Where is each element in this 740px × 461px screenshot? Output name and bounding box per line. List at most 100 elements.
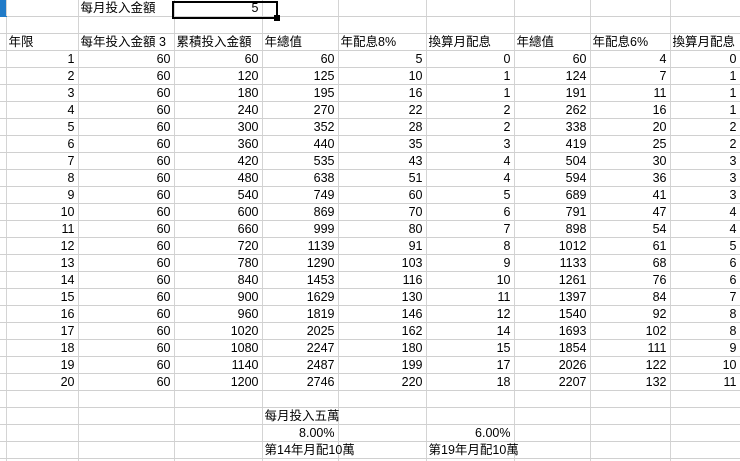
cell-mdiv8[interactable]: 9 <box>426 254 515 272</box>
row-header-gutter[interactable] <box>0 152 7 170</box>
cell-total6[interactable]: 1012 <box>514 237 591 255</box>
cell-mdiv6[interactable]: 2 <box>670 118 740 136</box>
cell-total8[interactable]: 1819 <box>262 305 339 323</box>
cell-cumulative[interactable]: 180 <box>174 84 263 102</box>
row-header-gutter[interactable] <box>0 203 7 221</box>
cell[interactable] <box>6 0 79 17</box>
cell-year[interactable]: 6 <box>6 135 79 153</box>
cell-year[interactable]: 3 <box>6 84 79 102</box>
cell-total8[interactable]: 2025 <box>262 322 339 340</box>
cell-div6[interactable]: 61 <box>590 237 671 255</box>
cell-annual_in[interactable]: 60 <box>78 101 175 119</box>
cell-div8[interactable]: 116 <box>338 271 427 289</box>
cell-cumulative[interactable]: 540 <box>174 186 263 204</box>
cell-div8[interactable]: 91 <box>338 237 427 255</box>
row-spacer-footer-2[interactable] <box>0 458 740 461</box>
cell[interactable] <box>6 424 79 442</box>
cell[interactable] <box>426 458 515 461</box>
footer-rate-6[interactable]: 6.00% <box>426 424 515 442</box>
cell-total6[interactable]: 60 <box>514 50 591 68</box>
row-header-gutter[interactable] <box>0 186 7 204</box>
cell-total6[interactable]: 791 <box>514 203 591 221</box>
cell-cumulative[interactable]: 600 <box>174 203 263 221</box>
cell-div8[interactable]: 80 <box>338 220 427 238</box>
cell[interactable] <box>426 407 515 425</box>
cell-annual_in[interactable]: 60 <box>78 220 175 238</box>
cell-div6[interactable]: 25 <box>590 135 671 153</box>
cell-cumulative[interactable]: 840 <box>174 271 263 289</box>
data-row[interactable]: 8 60 480 638 51 4 594 36 3 <box>0 169 740 187</box>
cell[interactable] <box>6 407 79 425</box>
cell[interactable] <box>670 0 740 17</box>
data-row[interactable]: 1 60 60 60 5 0 60 4 0 <box>0 50 740 68</box>
footer-rate-8[interactable]: 8.00% <box>262 424 339 442</box>
row-header-gutter[interactable] <box>0 356 7 374</box>
cell-cumulative[interactable]: 300 <box>174 118 263 136</box>
cell-div6[interactable]: 102 <box>590 322 671 340</box>
cell-div6[interactable]: 7 <box>590 67 671 85</box>
cell-total6[interactable]: 338 <box>514 118 591 136</box>
cell-mdiv6[interactable]: 6 <box>670 271 740 289</box>
row-spacer-top[interactable] <box>0 16 740 34</box>
cell-year[interactable]: 11 <box>6 220 79 238</box>
cell[interactable] <box>590 424 671 442</box>
cell[interactable] <box>338 407 427 425</box>
column-header-total8[interactable]: 年總值 <box>262 33 339 51</box>
cell-div8[interactable]: 220 <box>338 373 427 391</box>
cell[interactable] <box>514 0 591 17</box>
cell[interactable] <box>590 390 671 408</box>
data-row[interactable]: 19 60 1140 2487 199 17 2026 122 10 <box>0 356 740 374</box>
row-header-gutter[interactable] <box>0 322 7 340</box>
column-header-cumulative[interactable]: 累積投入金額 <box>174 33 263 51</box>
row-header-gutter[interactable] <box>0 50 7 68</box>
cell-cumulative[interactable]: 1080 <box>174 339 263 357</box>
column-header-div6[interactable]: 年配息6% <box>590 33 671 51</box>
header-row[interactable]: 年限 每年投入金額 3 累積投入金額 年總值 年配息8% 換算月配息 年總值 年配息6% 換算月… <box>0 33 740 51</box>
data-row[interactable]: 3 60 180 195 16 1 191 11 1 <box>0 84 740 102</box>
cell-mdiv6[interactable]: 0 <box>670 50 740 68</box>
cell-year[interactable]: 18 <box>6 339 79 357</box>
cell[interactable] <box>262 16 339 34</box>
cell[interactable] <box>262 390 339 408</box>
cell[interactable] <box>78 424 175 442</box>
cell-total8[interactable]: 2746 <box>262 373 339 391</box>
cell-mdiv6[interactable]: 2 <box>670 135 740 153</box>
cell[interactable] <box>590 16 671 34</box>
row-footer-rates[interactable]: 8.00% 6.00% <box>0 424 740 442</box>
cell[interactable] <box>78 16 175 34</box>
cell[interactable] <box>670 390 740 408</box>
cell-year[interactable]: 14 <box>6 271 79 289</box>
cell-annual_in[interactable]: 60 <box>78 288 175 306</box>
data-row[interactable]: 6 60 360 440 35 3 419 25 2 <box>0 135 740 153</box>
data-row[interactable]: 20 60 1200 2746 220 18 2207 132 11 <box>0 373 740 391</box>
cell-div6[interactable]: 68 <box>590 254 671 272</box>
cell-div6[interactable]: 122 <box>590 356 671 374</box>
cell-mdiv6[interactable]: 6 <box>670 254 740 272</box>
cell-div8[interactable]: 10 <box>338 67 427 85</box>
column-header-year[interactable]: 年限 <box>6 33 79 51</box>
cell-annual_in[interactable]: 60 <box>78 305 175 323</box>
cell-year[interactable]: 10 <box>6 203 79 221</box>
cell-div6[interactable]: 76 <box>590 271 671 289</box>
cell-total6[interactable]: 1397 <box>514 288 591 306</box>
row-header-gutter[interactable] <box>0 254 7 272</box>
cell-total6[interactable]: 419 <box>514 135 591 153</box>
cell-year[interactable]: 7 <box>6 152 79 170</box>
cell-mdiv6[interactable]: 8 <box>670 322 740 340</box>
row-header-gutter[interactable] <box>0 135 7 153</box>
row-header-gutter[interactable] <box>0 441 7 459</box>
cell-total6[interactable]: 1540 <box>514 305 591 323</box>
cell-div8[interactable]: 103 <box>338 254 427 272</box>
cell-mdiv6[interactable]: 3 <box>670 169 740 187</box>
cell-total6[interactable]: 191 <box>514 84 591 102</box>
row-header-gutter[interactable] <box>0 33 7 51</box>
cell[interactable] <box>78 390 175 408</box>
column-header-mdiv8[interactable]: 換算月配息 <box>426 33 515 51</box>
cell-mdiv8[interactable]: 4 <box>426 169 515 187</box>
row-header-gutter[interactable] <box>0 305 7 323</box>
cell-mdiv6[interactable]: 1 <box>670 101 740 119</box>
cell[interactable] <box>514 458 591 461</box>
cell-total8[interactable]: 869 <box>262 203 339 221</box>
cell-div6[interactable]: 132 <box>590 373 671 391</box>
data-row[interactable]: 16 60 960 1819 146 12 1540 92 8 <box>0 305 740 323</box>
